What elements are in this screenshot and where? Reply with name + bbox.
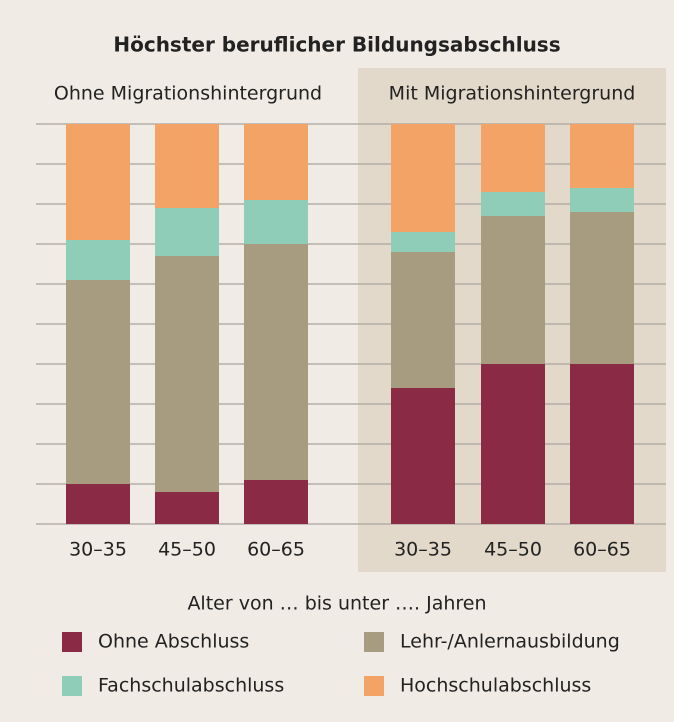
legend-label: Lehr-/Anlernausbildung [400,631,620,653]
bar-segment [481,364,545,524]
bar-segment [570,124,634,188]
bar-segment [570,212,634,364]
chart-title: Höchster beruflicher Bildungsabschluss [113,33,560,57]
legend-label: Fachschulabschluss [98,675,284,697]
bar-segment [155,208,219,256]
legend-label: Hochschulabschluss [400,675,591,697]
x-tick-label: 30–35 [69,539,127,561]
bar-segment [391,252,455,388]
bar-segment [66,124,130,240]
bar-segment [391,388,455,524]
legend-swatch [364,676,384,696]
x-tick-label: 45–50 [158,539,216,561]
bar-segment [155,256,219,492]
panel-title: Ohne Migrationshintergrund [54,83,322,105]
bar-segment [481,192,545,216]
x-axis-label: Alter von … bis unter …. Jahren [187,593,486,615]
legend-swatch [364,632,384,652]
bar-segment [570,364,634,524]
bar-segment [66,240,130,280]
bar-segment [244,480,308,524]
bar-segment [391,232,455,252]
bar-segment [481,124,545,192]
bar-segment [66,280,130,484]
bar-segment [481,216,545,364]
bar-segment [66,484,130,524]
x-tick-label: 60–65 [247,539,305,561]
legend-swatch [62,632,82,652]
panel-title: Mit Migrationshintergrund [389,83,636,105]
bar-segment [391,124,455,232]
bar-segment [155,492,219,524]
legend-label: Ohne Abschluss [98,631,249,653]
bar-segment [244,124,308,200]
x-tick-label: 60–65 [573,539,631,561]
bar-segment [570,188,634,212]
bar-segment [155,124,219,208]
bar-segment [244,200,308,244]
bar-segment [244,244,308,480]
legend-swatch [62,676,82,696]
x-tick-label: 45–50 [484,539,542,561]
x-tick-label: 30–35 [394,539,452,561]
